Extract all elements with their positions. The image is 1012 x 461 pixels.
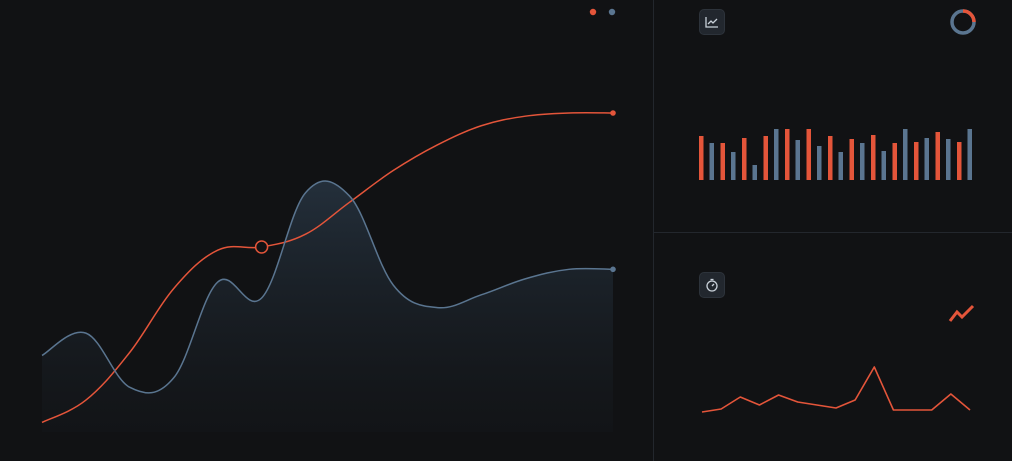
bar-7-series-0 (849, 139, 854, 180)
bar-8-series-1 (881, 151, 886, 180)
bar-0-series-1 (709, 143, 714, 180)
bar-11-series-0 (935, 132, 940, 180)
bar-5-series-0 (806, 129, 811, 180)
progress-ring-icon (950, 9, 976, 35)
sparkline-chart (701, 366, 971, 413)
trend-zigzag-icon (948, 304, 975, 322)
series-line-0 (41, 111, 614, 424)
bar-4-series-1 (795, 140, 800, 180)
bar-5-series-1 (817, 146, 822, 180)
bar-0-series-0 (699, 136, 704, 180)
series-area-1 (42, 181, 613, 432)
bar-11-series-1 (946, 139, 951, 180)
legend-dot-1[interactable] (608, 8, 616, 16)
main-line-chart (41, 8, 616, 432)
bar-12-series-1 (967, 129, 972, 180)
line-chart-icon[interactable] (699, 9, 725, 35)
chart-legend (589, 8, 616, 16)
stopwatch-icon[interactable] (699, 272, 725, 298)
bar-1-series-1 (731, 152, 736, 180)
main-chart-panel (41, 0, 654, 461)
series-end-point-0 (610, 110, 616, 116)
highlight-point[interactable] (254, 240, 269, 254)
bar-chart-panel (654, 0, 1012, 233)
bar-4-series-0 (785, 129, 790, 180)
bar-3-series-1 (774, 129, 779, 180)
series-line-1 (41, 180, 614, 394)
bar-9-series-0 (892, 143, 897, 180)
bar-1-series-0 (720, 143, 725, 180)
bar-2-series-0 (742, 138, 747, 180)
bar-8-series-0 (871, 135, 876, 180)
bar-7-series-1 (860, 143, 865, 180)
bar-chart (699, 129, 972, 180)
sparkline-series (701, 366, 971, 413)
bar-6-series-0 (828, 136, 833, 180)
legend-dot-0[interactable] (589, 8, 597, 16)
series-end-point-1 (610, 266, 616, 273)
bar-10-series-1 (924, 138, 929, 180)
bar-10-series-0 (914, 142, 919, 180)
bar-6-series-1 (838, 152, 843, 180)
sparkline-panel (654, 233, 1012, 461)
bar-9-series-1 (903, 129, 908, 180)
bar-3-series-0 (763, 136, 768, 180)
bar-2-series-1 (752, 165, 757, 180)
bar-12-series-0 (957, 142, 962, 180)
